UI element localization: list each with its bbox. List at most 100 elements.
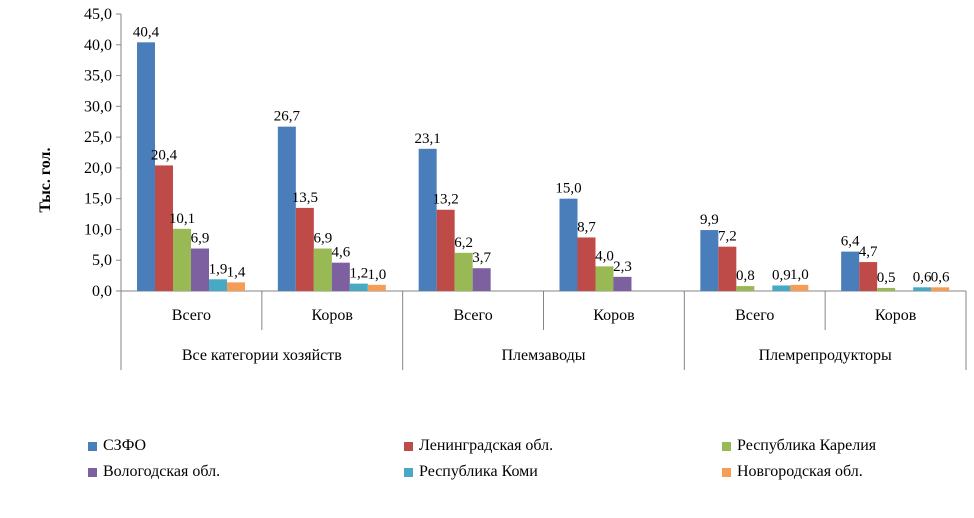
bar	[418, 148, 437, 291]
bar	[331, 262, 350, 291]
bar	[191, 248, 209, 291]
bar	[173, 228, 191, 291]
data-label: 6,2	[454, 235, 473, 251]
bar	[772, 285, 791, 291]
legend-label: Республика Коми	[419, 463, 538, 480]
bar	[209, 279, 227, 291]
legend-item: Республика Коми	[404, 463, 538, 481]
data-label: 4,7	[859, 244, 878, 260]
bar	[436, 209, 455, 291]
bar	[155, 165, 173, 291]
legend-label: Республика Карелия	[737, 437, 877, 454]
x-group-label: Племрепродукторы	[759, 347, 892, 364]
bar	[454, 252, 473, 291]
bar	[913, 287, 932, 291]
legend-label: Вологодская обл.	[103, 463, 221, 480]
data-label: 0,9	[772, 267, 791, 283]
data-label: 1,0	[790, 267, 809, 283]
bar	[295, 207, 314, 291]
x-category-label: Всего	[172, 307, 211, 324]
data-label: 0,6	[913, 269, 932, 285]
data-label: 15,0	[555, 181, 581, 197]
data-label: 4,0	[595, 248, 614, 264]
data-label: 23,1	[415, 131, 441, 147]
data-label: 20,4	[151, 147, 178, 163]
bar	[718, 246, 737, 291]
legend-label: Ленинградская обл.	[419, 437, 554, 454]
legend-item: Республика Карелия	[722, 437, 876, 455]
legend-item: Вологодская обл.	[88, 463, 220, 481]
chart: 0,0 5,0 10,0 15,0 20,0 25,0 30,0 35,0 40,0 45,0 Ты…	[37, 6, 967, 370]
legend-label: Новгородская обл.	[737, 463, 863, 480]
legend-swatch	[404, 467, 413, 477]
bar	[349, 283, 368, 291]
data-label: 1,2	[349, 266, 368, 282]
legend-swatch	[722, 467, 731, 477]
bar	[577, 237, 596, 291]
data-label: 40,4	[133, 24, 160, 40]
bar	[227, 282, 245, 291]
data-label: 13,2	[433, 192, 459, 208]
y-tick-label: 40,0	[84, 37, 112, 54]
data-label: 4,6	[331, 245, 350, 261]
bar	[277, 126, 296, 291]
y-tick-label: 10,0	[84, 221, 112, 238]
data-label: 1,0	[367, 267, 386, 283]
bar	[700, 230, 719, 291]
legend-swatch	[404, 441, 413, 451]
data-label: 10,1	[169, 211, 195, 227]
legend-swatch	[88, 467, 97, 477]
y-tick-label: 15,0	[84, 191, 112, 208]
data-label: 1,9	[209, 261, 228, 277]
data-label: 6,9	[191, 231, 210, 247]
bar	[859, 262, 878, 291]
y-tick-label: 25,0	[84, 129, 112, 146]
x-category-label: Всего	[453, 307, 492, 324]
legend-item: СЗФО	[88, 437, 146, 455]
data-label: 1,4	[227, 264, 246, 280]
legend-item: Ленинградская обл.	[404, 437, 553, 455]
data-label: 0,5	[877, 270, 896, 286]
y-tick-label: 35,0	[84, 68, 112, 85]
x-category-label: Коров	[312, 307, 354, 324]
bar	[841, 251, 860, 291]
data-label: 8,7	[577, 219, 596, 235]
bar	[367, 284, 386, 291]
data-label: 7,2	[718, 229, 737, 245]
bar	[137, 42, 155, 292]
data-label: 6,4	[841, 234, 860, 250]
x-category-label: Коров	[593, 307, 635, 324]
y-tick-label: 5,0	[92, 252, 112, 269]
legend-swatch	[88, 441, 97, 451]
data-label: 2,3	[613, 259, 632, 275]
data-label: 3,7	[472, 250, 491, 266]
data-label: 0,8	[736, 268, 755, 284]
x-category-label: Коров	[875, 307, 917, 324]
legend-swatch	[722, 441, 731, 451]
bar	[790, 284, 809, 291]
bar	[931, 287, 950, 291]
data-label: 9,9	[700, 212, 719, 228]
data-label: 13,5	[292, 190, 318, 206]
legend-label: СЗФО	[103, 437, 147, 454]
x-category-label: Всего	[735, 307, 774, 324]
y-tick-label: 20,0	[84, 160, 112, 177]
data-label: 6,9	[313, 231, 332, 247]
data-label: 26,7	[274, 109, 301, 125]
x-group-label: Племзаводы	[501, 347, 585, 364]
bar	[313, 248, 332, 291]
bar	[736, 286, 755, 291]
legend-item: Новгородская обл.	[722, 463, 863, 481]
bar	[877, 287, 896, 291]
y-axis-title: Тыс. гол.	[37, 147, 54, 212]
legend: СЗФО Ленинградская обл. Республика Карелия…	[0, 424, 974, 494]
x-group-label: Все категории хозяйств	[182, 347, 342, 364]
bar	[613, 276, 632, 291]
bar	[559, 198, 578, 291]
bar	[472, 268, 491, 291]
bar	[595, 266, 614, 291]
y-tick-label: 0,0	[92, 283, 112, 300]
y-tick-label: 45,0	[84, 6, 112, 23]
data-label: 0,6	[931, 269, 950, 285]
y-tick-label: 30,0	[84, 98, 112, 115]
